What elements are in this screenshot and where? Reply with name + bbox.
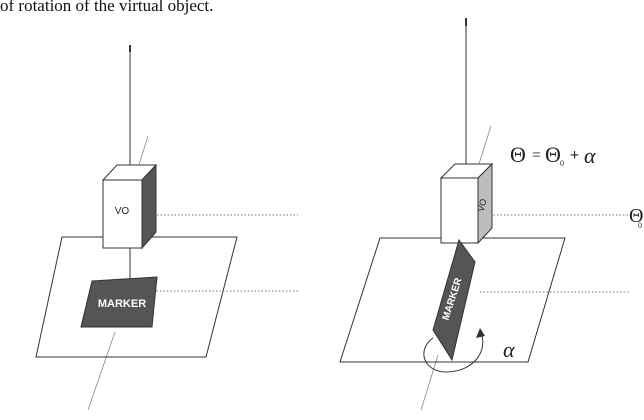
- equation-alpha: α: [584, 143, 596, 168]
- right-figure: VO MARKER α Θ 0 Θ = Θ 0 + α: [339, 18, 643, 411]
- right-marker: MARKER: [432, 238, 476, 362]
- left-cube-front-face: [102, 179, 143, 249]
- theta0-marker-label: Θ 0: [629, 205, 643, 230]
- right-marker-shape: [432, 238, 476, 362]
- left-diagonal-axis-lower: [87, 331, 116, 411]
- left-virtual-object-cube: VO: [101, 163, 158, 250]
- left-figure: VO MARKER: [35, 45, 298, 411]
- equation-equals: =: [532, 147, 541, 164]
- right-ground-plane: [339, 237, 566, 363]
- left-marker: MARKER: [80, 276, 158, 328]
- rotation-alpha-symbol: α: [503, 337, 515, 362]
- rotation-arrow-head: [476, 328, 485, 338]
- left-marker-shape: [80, 276, 158, 328]
- right-virtual-object-cube: VO: [439, 162, 494, 245]
- left-ground-plane: [35, 236, 238, 358]
- equation-theta0: Θ: [545, 142, 561, 167]
- theta0-symbol: Θ: [629, 205, 643, 227]
- right-cube-front-face: [440, 177, 479, 244]
- equation-theta0-subscript: 0: [560, 159, 564, 168]
- right-cube-label: VO: [476, 198, 489, 213]
- right-diagonal-axis-lower: [420, 354, 439, 411]
- rotation-equation: Θ = Θ 0 + α: [510, 142, 596, 168]
- left-marker-label: MARKER: [98, 298, 146, 310]
- caption-text: of rotation of the virtual object.: [0, 0, 214, 15]
- theta0-subscript: 0: [638, 221, 642, 230]
- equation-plus: +: [570, 147, 579, 164]
- left-cube-label: VO: [115, 206, 130, 217]
- rotation-arc: [423, 329, 484, 373]
- left-cube-side-face: [141, 163, 157, 250]
- equation-theta: Θ: [510, 142, 526, 167]
